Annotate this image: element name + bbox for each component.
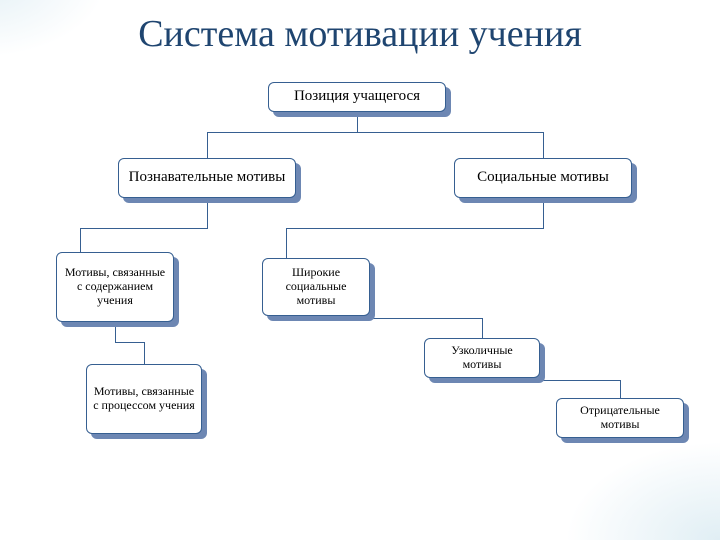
node-social: Социальные мотивы [454,158,632,198]
connector-line [80,228,81,252]
connector-line [543,132,544,158]
connector-line [286,228,544,229]
connector-line [80,228,208,229]
connector-line [207,132,208,158]
connector-line [482,318,483,338]
connector-line [115,342,144,343]
node-content: Мотивы, связанные с содержанием учения [56,252,174,322]
node-process: Мотивы, связанные с процессом учения [86,364,202,434]
node-narrow: Узколичные мотивы [424,338,540,378]
connector-line [207,132,543,133]
connector-line [286,228,287,258]
node-cogn: Познавательные мотивы [118,158,296,198]
node-broad: Широкие социальные мотивы [262,258,370,316]
node-root: Позиция учащегося [268,82,446,112]
connector-line [620,380,621,398]
node-neg: Отрицательные мотивы [556,398,684,438]
page-title: Система мотивации учения [0,12,720,56]
connector-line [144,342,145,364]
